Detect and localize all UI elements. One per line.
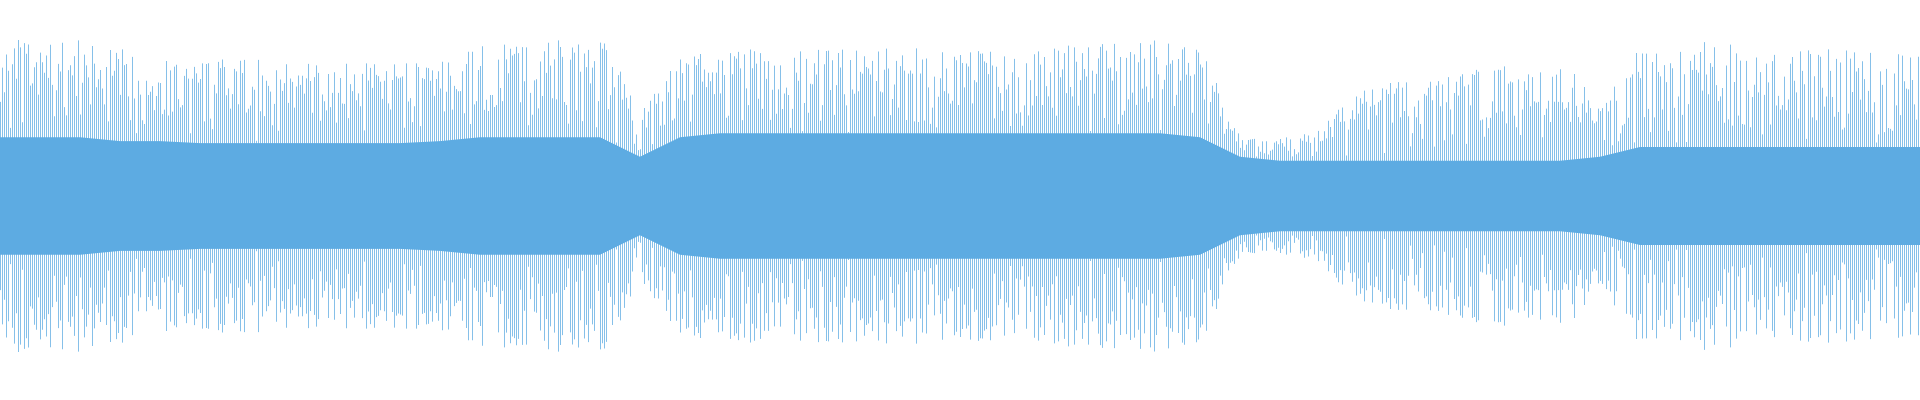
wave-core [0,133,1920,259]
